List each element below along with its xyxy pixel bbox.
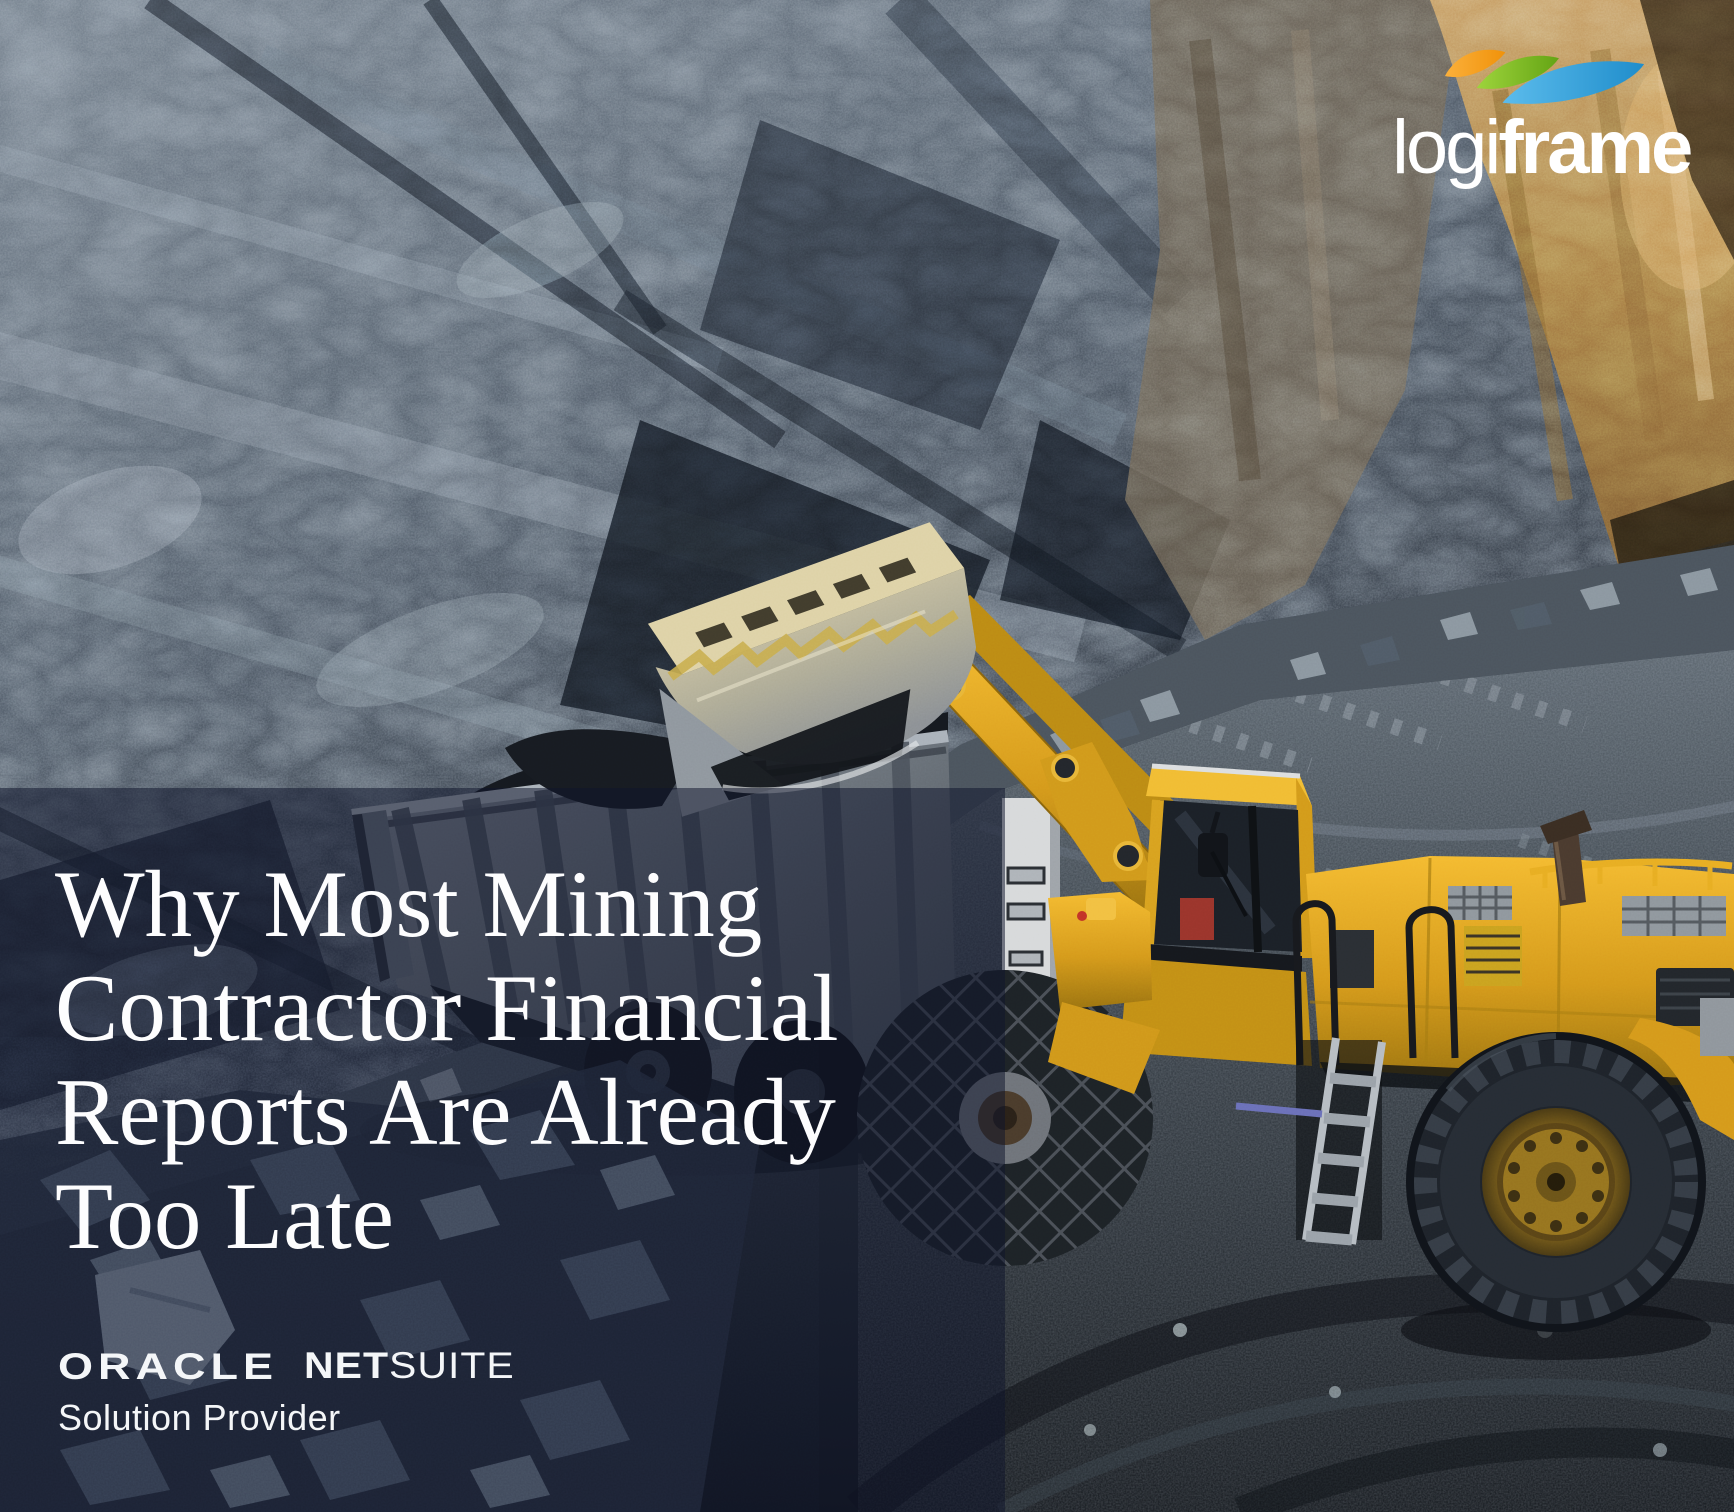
- headline-line: Why Most Mining: [55, 851, 763, 957]
- logo-text-bold: frame: [1498, 105, 1693, 190]
- netsuite-wordmark: NETSUITE: [304, 1345, 515, 1387]
- oracle-netsuite-lockup: ORACLE NETSUITE Solution Provider: [58, 1336, 515, 1439]
- dark-overlay-panel: [0, 788, 1005, 1512]
- headline-line: Too Late: [55, 1163, 394, 1269]
- oracle-netsuite-row: ORACLE NETSUITE: [58, 1336, 515, 1388]
- logo-text-light: logi: [1392, 105, 1501, 190]
- netsuite-regular-part: SUITE: [389, 1344, 515, 1387]
- headline-line: Contractor Financial: [55, 955, 839, 1061]
- headline-line: Reports Are Already: [55, 1059, 836, 1165]
- oracle-wordmark: ORACLE: [58, 1345, 278, 1388]
- netsuite-bold-part: NET: [304, 1344, 389, 1387]
- logiframe-logo: logiframe: [1388, 34, 1718, 204]
- three-wave-leaves-icon: [1444, 49, 1645, 104]
- logiframe-wordmark: logiframe: [1392, 100, 1693, 195]
- headline: Why Most Mining Contractor Financial Rep…: [55, 852, 975, 1268]
- solution-provider-tagline: Solution Provider: [58, 1397, 341, 1438]
